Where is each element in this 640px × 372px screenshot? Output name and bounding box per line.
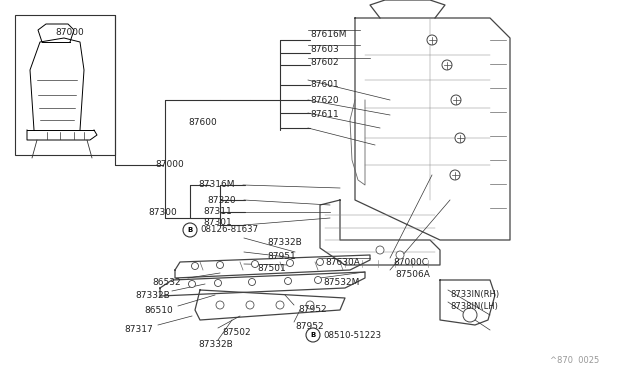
Circle shape	[287, 260, 294, 266]
Text: 87000C: 87000C	[393, 258, 428, 267]
Text: 87502: 87502	[222, 328, 251, 337]
Text: 87952: 87952	[298, 305, 326, 314]
Circle shape	[317, 259, 323, 266]
Circle shape	[451, 95, 461, 105]
Text: 87000: 87000	[155, 160, 184, 169]
Text: 8738IN(LH): 8738IN(LH)	[450, 302, 498, 311]
Circle shape	[216, 301, 224, 309]
Circle shape	[191, 263, 198, 269]
Circle shape	[183, 223, 197, 237]
Circle shape	[376, 246, 384, 254]
Circle shape	[427, 35, 437, 45]
Text: 87320: 87320	[207, 196, 236, 205]
Text: 87951: 87951	[267, 252, 296, 261]
Text: 87602: 87602	[310, 58, 339, 67]
Circle shape	[252, 260, 259, 267]
Text: ^870  0025: ^870 0025	[550, 356, 599, 365]
Text: 87611: 87611	[310, 110, 339, 119]
Circle shape	[306, 328, 320, 342]
Text: B: B	[188, 227, 193, 233]
Text: 87506A: 87506A	[395, 270, 430, 279]
Text: 87603: 87603	[310, 45, 339, 54]
Bar	[15, 15, 115, 155]
Circle shape	[455, 133, 465, 143]
Text: B: B	[310, 332, 316, 338]
Circle shape	[442, 60, 452, 70]
Circle shape	[285, 278, 291, 285]
Text: 87600: 87600	[188, 118, 217, 127]
Text: 87301: 87301	[203, 218, 232, 227]
Text: 08510-51223: 08510-51223	[323, 330, 381, 340]
Text: 87000: 87000	[55, 28, 84, 37]
Circle shape	[463, 308, 477, 322]
Text: 87300: 87300	[148, 208, 177, 217]
Circle shape	[216, 262, 223, 269]
Text: 8733IN(RH): 8733IN(RH)	[450, 290, 499, 299]
Text: 08126-81637: 08126-81637	[200, 225, 258, 234]
Circle shape	[306, 301, 314, 309]
Text: 86510: 86510	[144, 306, 173, 315]
Text: 87316M: 87316M	[198, 180, 234, 189]
Circle shape	[276, 301, 284, 309]
Circle shape	[214, 279, 221, 286]
Circle shape	[450, 170, 460, 180]
Text: 87332B: 87332B	[198, 340, 233, 349]
Text: 87332B: 87332B	[135, 291, 170, 300]
Text: 87317: 87317	[124, 325, 153, 334]
Text: 87332B: 87332B	[267, 238, 301, 247]
Text: 87311: 87311	[203, 207, 232, 216]
Circle shape	[396, 251, 404, 259]
Circle shape	[314, 276, 321, 283]
Text: 87630A: 87630A	[325, 258, 360, 267]
Text: 87501: 87501	[257, 264, 285, 273]
Text: 87620: 87620	[310, 96, 339, 105]
Text: 86532: 86532	[152, 278, 180, 287]
Circle shape	[248, 279, 255, 285]
Text: 87532M: 87532M	[323, 278, 360, 287]
Circle shape	[246, 301, 254, 309]
Circle shape	[189, 280, 195, 288]
Text: 87616M: 87616M	[310, 30, 346, 39]
Text: 87952: 87952	[295, 322, 324, 331]
Text: 87601: 87601	[310, 80, 339, 89]
